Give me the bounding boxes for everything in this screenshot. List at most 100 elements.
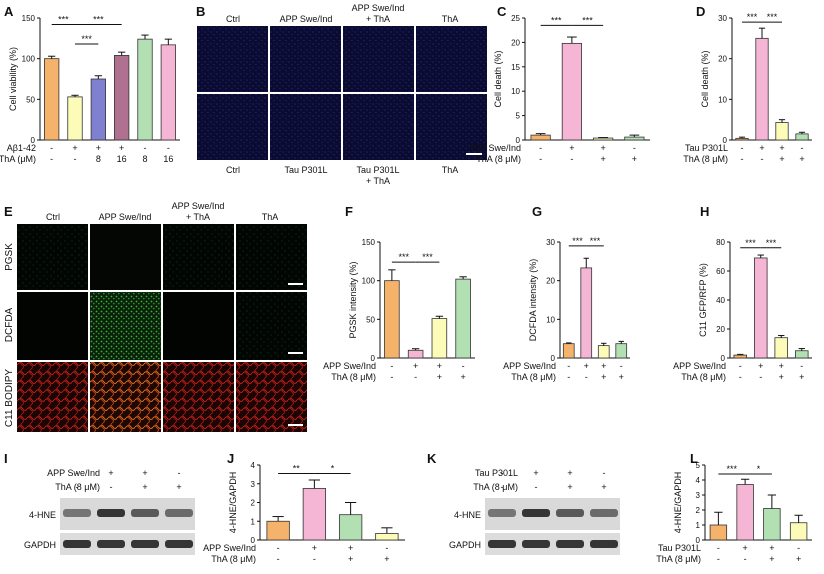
bar xyxy=(774,337,789,359)
condition-sign: - xyxy=(390,361,393,371)
bar xyxy=(794,350,809,359)
bar xyxy=(597,345,610,359)
b-image-4 xyxy=(416,26,487,92)
condition-sign: - xyxy=(620,361,623,371)
bar xyxy=(763,508,781,541)
bar xyxy=(735,137,749,141)
significance-label: *** xyxy=(572,236,583,246)
bar xyxy=(44,58,60,141)
bar xyxy=(114,55,130,141)
bar xyxy=(455,278,471,359)
condition-sign: - xyxy=(50,154,53,164)
condition-sign: - xyxy=(741,143,744,153)
e-image-c11-2 xyxy=(90,362,161,432)
bar xyxy=(624,136,645,141)
bar xyxy=(407,349,424,359)
e-col4: ThA xyxy=(262,212,279,222)
i-row1-label: APP Swe/Ind xyxy=(47,468,100,478)
k-membrane-gapdh xyxy=(485,533,620,555)
panel-letter-b: B xyxy=(196,4,205,19)
panel-letter-e: E xyxy=(4,204,13,219)
blot-sign: + xyxy=(142,468,147,478)
y-tick-label: 10 xyxy=(718,95,727,104)
bar xyxy=(266,520,290,541)
condition-label: APP Swe/Ind xyxy=(203,543,256,553)
significance-label: *** xyxy=(422,252,433,262)
blot-band-gapdh xyxy=(165,540,193,548)
e-image-c11-1 xyxy=(17,362,88,432)
condition-sign: + xyxy=(460,372,465,382)
significance-label: ** xyxy=(293,463,301,473)
b-image-3 xyxy=(343,26,414,92)
bar xyxy=(733,354,748,359)
condition-sign: + xyxy=(312,543,317,553)
y-axis-label: Cell viability (%) xyxy=(8,47,18,111)
y-tick-label: 0 xyxy=(721,354,726,363)
b-image-7 xyxy=(343,94,414,160)
bar xyxy=(775,122,789,141)
panel-letter-c: C xyxy=(497,4,507,19)
bar xyxy=(302,488,327,541)
condition-sign: - xyxy=(567,372,570,382)
b-image-8 xyxy=(416,94,487,160)
significance-label: *** xyxy=(582,15,593,25)
y-tick-label: 10 xyxy=(511,87,520,96)
y-tick-label: 150 xyxy=(362,238,376,247)
e-row1: PGSK xyxy=(4,243,15,271)
bar xyxy=(753,257,768,359)
condition-sign: + xyxy=(799,372,804,382)
y-tick-label: 25 xyxy=(511,14,520,23)
blot-band-gapdh xyxy=(590,540,618,548)
y-tick-label: 0 xyxy=(31,136,36,145)
condition-sign: + xyxy=(119,143,124,153)
y-axis-label: 4-HNE/GAPDH xyxy=(228,472,238,534)
i-signs: - + + - - - + + xyxy=(76,468,182,492)
blot-band-hne xyxy=(63,509,91,517)
condition-label: ThA (8 μM) xyxy=(681,372,726,382)
condition-sign: + xyxy=(96,143,101,153)
condition-sign: + xyxy=(619,372,624,382)
bar xyxy=(615,343,628,359)
blot-sign: - xyxy=(501,482,504,492)
condition-sign: + xyxy=(384,554,389,564)
bar xyxy=(90,78,106,141)
blot-sign: - xyxy=(501,468,504,478)
bar xyxy=(431,318,448,359)
bar xyxy=(384,280,400,359)
bar xyxy=(580,267,593,359)
k-band1-label: 4-HNE xyxy=(454,510,481,520)
blot-sign: - xyxy=(178,468,181,478)
panel-k: K Tau P301L ThA (8 μM) - + + - - - + + 4-HNE GA… xyxy=(427,451,620,555)
condition-sign: - xyxy=(585,372,588,382)
condition-sign: + xyxy=(769,554,774,564)
blot-sign: - xyxy=(535,482,538,492)
condition-sign: 16 xyxy=(163,154,173,164)
panel-b: B Ctrl APP Swe/Ind APP Swe/Ind + ThA ThA… xyxy=(196,3,487,186)
condition-sign: - xyxy=(167,143,170,153)
b-image-6 xyxy=(270,94,341,160)
panel-letter-g: G xyxy=(532,204,542,219)
blot-band-hne xyxy=(556,509,584,517)
y-tick-label: 30 xyxy=(718,14,727,23)
significance-label: *** xyxy=(726,464,737,474)
e-col3b: + ThA xyxy=(186,212,210,222)
condition-label: APP Swe/Ind xyxy=(503,361,556,371)
y-tick-label: 100 xyxy=(362,277,376,286)
bar xyxy=(789,522,808,541)
panel-g: G 0 10 20 30 DCFDA intensity (%) *** *** APP Swe… xyxy=(503,204,630,382)
condition-sign: 8 xyxy=(96,154,101,164)
condition-sign: - xyxy=(801,143,804,153)
k-row1-label: Tau P301L xyxy=(475,468,518,478)
y-tick-label: 4 xyxy=(696,476,701,485)
y-tick-label: 5 xyxy=(516,112,521,121)
y-tick-label: 0 xyxy=(251,536,256,545)
y-tick-label: 150 xyxy=(22,14,36,23)
blot-sign: + xyxy=(533,468,538,478)
condition-sign: - xyxy=(313,554,316,564)
blot-sign: + xyxy=(142,482,147,492)
blot-band-hne xyxy=(97,509,125,517)
panel-letter-j: J xyxy=(227,451,234,466)
